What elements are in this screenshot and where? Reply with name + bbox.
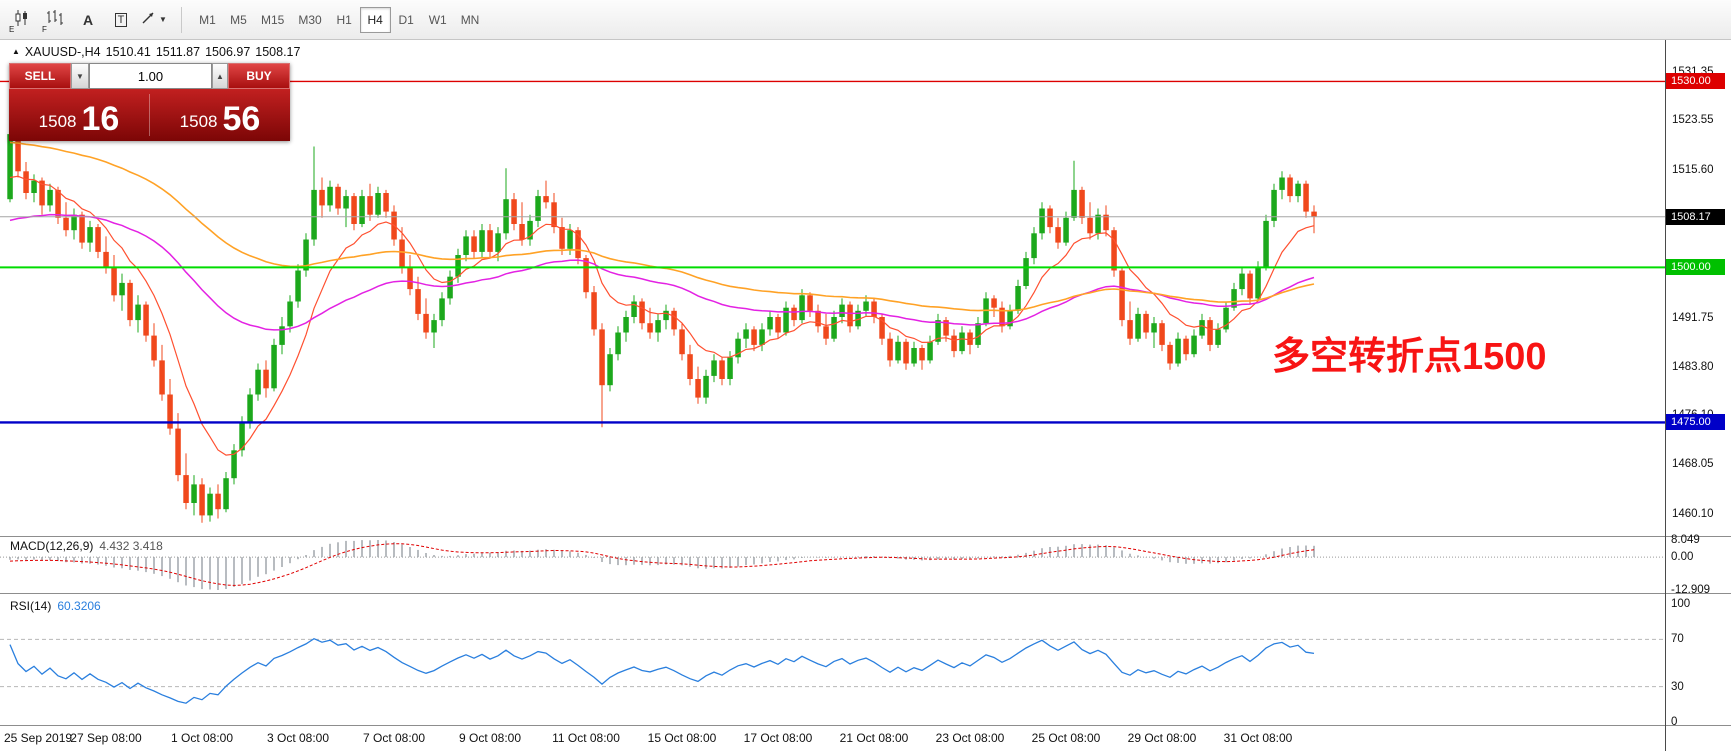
rsi-value: 60.3206 bbox=[57, 599, 101, 613]
macd-values: 4.432 3.418 bbox=[99, 539, 163, 553]
bar-chart-icon bbox=[46, 9, 64, 30]
price-tick: 1460.10 bbox=[1672, 507, 1714, 520]
candlestick-chart-icon-button[interactable]: E bbox=[6, 5, 38, 35]
buy-price-base: 1508 bbox=[179, 112, 218, 131]
ohlc-close: 1508.17 bbox=[255, 45, 301, 59]
time-axis-label: 15 Oct 08:00 bbox=[647, 731, 717, 745]
panel-separator bbox=[0, 725, 1731, 726]
rsi-axis-label: 70 bbox=[1671, 633, 1684, 646]
one-click-trade-panel: SELL ▼ ▲ BUY 1508 16 1508 56 bbox=[9, 63, 290, 141]
macd-axis-label: -12.909 bbox=[1671, 584, 1711, 596]
sell-price-base: 1508 bbox=[38, 112, 77, 131]
lot-increase-button[interactable]: ▲ bbox=[212, 63, 228, 89]
price-axis[interactable] bbox=[1666, 40, 1731, 751]
time-axis-label: 29 Oct 08:00 bbox=[1127, 731, 1197, 745]
panel-separator bbox=[0, 536, 1731, 537]
ohlc-open: 1510.41 bbox=[105, 45, 151, 59]
rsi-indicator-label: RSI(14) 60.3206 bbox=[10, 599, 101, 613]
time-axis-label: 25 Sep 2019 bbox=[4, 731, 73, 745]
time-axis-label: 9 Oct 08:00 bbox=[458, 731, 522, 745]
rsi-axis-label: 100 bbox=[1671, 598, 1691, 610]
time-axis-label: 3 Oct 08:00 bbox=[266, 731, 330, 745]
price-badge: 1530.00 bbox=[1666, 73, 1725, 90]
axis-separator bbox=[1665, 40, 1666, 751]
macd-indicator-label: MACD(12,26,9) 4.432 3.418 bbox=[10, 539, 163, 553]
text-label-icon: A bbox=[82, 11, 94, 28]
sell-price-pips: 16 bbox=[81, 100, 120, 139]
time-axis-label: 21 Oct 08:00 bbox=[839, 731, 909, 745]
timeframe-button-m15[interactable]: M15 bbox=[254, 7, 291, 33]
ohlc-low: 1506.97 bbox=[205, 45, 251, 59]
price-tick: 1468.05 bbox=[1672, 458, 1714, 471]
price-divider bbox=[149, 94, 150, 136]
time-axis-label: 25 Oct 08:00 bbox=[1031, 731, 1101, 745]
text-label-icon-button[interactable]: A bbox=[72, 5, 104, 35]
price-tick: 1515.60 bbox=[1672, 163, 1714, 176]
chart-annotation-text: 多空转折点1500 bbox=[1272, 336, 1547, 378]
rsi-axis-label: 0 bbox=[1671, 716, 1678, 728]
time-axis-label: 1 Oct 08:00 bbox=[170, 731, 234, 745]
timeframe-bar: M1 M5 M15 M30 H1 H4 D1 W1 MN bbox=[192, 6, 487, 33]
price-tick: 1523.55 bbox=[1672, 114, 1714, 127]
toolbar-separator bbox=[181, 6, 182, 33]
symbol-label: XAUUSD-,H4 bbox=[24, 45, 101, 59]
sell-button[interactable]: SELL bbox=[9, 63, 71, 89]
icon-badge: F bbox=[42, 24, 47, 34]
time-axis-label: 23 Oct 08:00 bbox=[935, 731, 1005, 745]
timeframe-button-m5[interactable]: M5 bbox=[223, 7, 254, 33]
time-axis-label: 11 Oct 08:00 bbox=[552, 731, 620, 745]
symbol-marker-icon: ▲ bbox=[12, 47, 20, 56]
timeframe-button-h4[interactable]: H4 bbox=[359, 6, 391, 33]
panel-separator bbox=[0, 593, 1731, 594]
toolbar: E F A T ▼ M1 M5 M15 M30 H1 H4 D bbox=[0, 0, 1731, 40]
time-axis-label: 31 Oct 08:00 bbox=[1223, 731, 1293, 745]
buy-price-pips: 56 bbox=[222, 100, 261, 139]
text-box-icon-button[interactable]: T bbox=[105, 5, 137, 35]
buy-price[interactable]: 1508 56 bbox=[150, 89, 290, 141]
time-axis-label: 27 Sep 08:00 bbox=[70, 731, 142, 745]
candlestick-chart-icon bbox=[13, 9, 31, 30]
timeframe-button-m1[interactable]: M1 bbox=[192, 7, 223, 33]
timeframe-button-m30[interactable]: M30 bbox=[291, 7, 328, 33]
price-tick: 1491.75 bbox=[1672, 311, 1714, 324]
icon-badge: E bbox=[9, 24, 15, 34]
price-badge: 1475.00 bbox=[1666, 414, 1725, 431]
timeframe-button-mn[interactable]: MN bbox=[454, 7, 487, 33]
draw-tools-icon bbox=[141, 10, 157, 29]
draw-tools-icon-button[interactable]: ▼ bbox=[138, 5, 170, 35]
price-badge: 1508.17 bbox=[1666, 208, 1725, 225]
lot-dropdown-button[interactable]: ▼ bbox=[71, 63, 89, 89]
macd-name: MACD(12,26,9) bbox=[10, 539, 94, 553]
rsi-name: RSI(14) bbox=[10, 599, 52, 613]
ohlc-high: 1511.87 bbox=[155, 45, 201, 59]
lot-size-input[interactable] bbox=[89, 63, 212, 89]
timeframe-button-w1[interactable]: W1 bbox=[422, 7, 454, 33]
macd-axis-label: 8.049 bbox=[1671, 534, 1700, 546]
time-axis-label: 7 Oct 08:00 bbox=[362, 731, 426, 745]
rsi-axis-label: 30 bbox=[1671, 680, 1684, 693]
bar-chart-icon-button[interactable]: F bbox=[39, 5, 71, 35]
chevron-down-icon: ▼ bbox=[159, 15, 167, 24]
timeframe-button-h1[interactable]: H1 bbox=[329, 7, 360, 33]
buy-button[interactable]: BUY bbox=[228, 63, 290, 89]
chart-header: ▲ XAUUSD-,H4 1510.41 1511.87 1506.97 1508.17 bbox=[12, 45, 305, 59]
macd-axis-label: 0.00 bbox=[1671, 551, 1694, 564]
time-axis-label: 17 Oct 08:00 bbox=[743, 731, 813, 745]
price-tick: 1483.80 bbox=[1672, 360, 1714, 373]
price-badge: 1500.00 bbox=[1666, 259, 1725, 276]
sell-price[interactable]: 1508 16 bbox=[9, 89, 149, 141]
text-box-icon: T bbox=[114, 12, 128, 27]
timeframe-button-d1[interactable]: D1 bbox=[391, 7, 422, 33]
